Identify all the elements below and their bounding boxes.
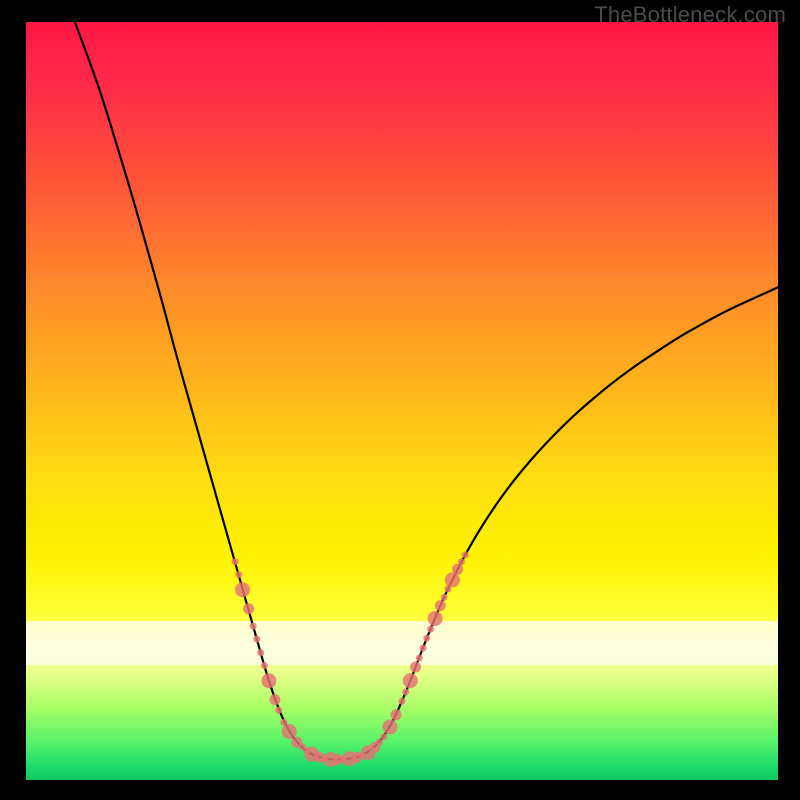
dot-marker [410,662,421,673]
dot-marker [275,707,282,714]
dot-marker [402,689,409,696]
dot-marker [232,558,239,565]
watermark-label: TheBottleneck.com [594,2,786,28]
dot-marker [390,709,401,720]
dot-marker [243,603,254,614]
dot-marker [261,673,276,688]
dot-marker [269,694,280,705]
dot-marker [250,623,257,630]
dot-marker [253,636,260,643]
dot-marker [235,571,242,578]
dot-marker [427,626,434,633]
dot-marker [376,739,383,746]
dot-marker [423,635,430,642]
chart-overlay-svg [26,22,778,780]
dot-marker [428,611,443,626]
dot-marker [399,698,406,705]
dot-marker [420,645,427,652]
dot-segments-group [232,551,469,767]
dot-marker [416,654,423,661]
dot-marker [235,582,250,597]
dot-marker [282,724,297,739]
dot-marker [462,551,469,558]
dot-marker [403,673,418,688]
dot-marker [458,558,465,565]
dot-marker [382,719,397,734]
dot-marker [380,733,387,740]
chart-frame [26,22,778,780]
dot-marker [441,594,448,601]
dot-marker [261,662,268,669]
dot-marker [435,600,446,611]
dot-marker [257,649,264,656]
dot-marker [452,564,463,575]
